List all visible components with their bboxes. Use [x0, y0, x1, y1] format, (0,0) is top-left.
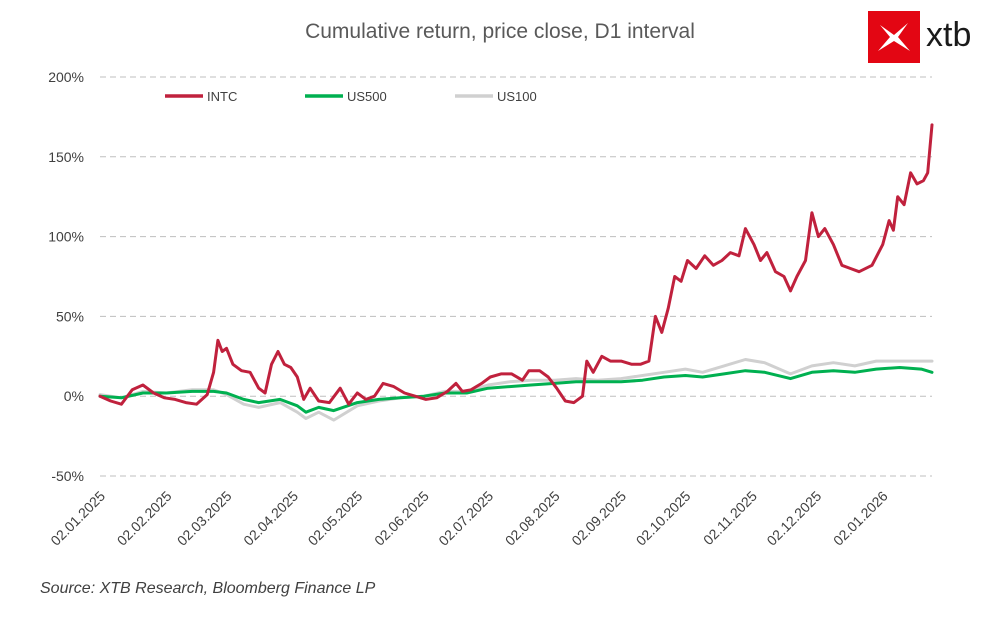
y-tick-label: 100% [48, 229, 84, 245]
x-tick-label: 02.10.2025 [633, 488, 694, 549]
legend-label-us100: US100 [497, 89, 537, 104]
x-axis-ticks: 02.01.2025 02.02.2025 02.03.2025 02.04.2025… [47, 488, 891, 549]
x-tick-label: 02.08.2025 [502, 488, 563, 549]
chart-title: Cumulative return, price close, D1 inter… [305, 20, 695, 43]
gridlines [100, 76, 932, 477]
xtb-logo-text: xtb [926, 16, 972, 54]
y-tick-label: -50% [51, 468, 84, 484]
source-note: Source: XTB Research, Bloomberg Finance … [40, 580, 376, 597]
xtb-logo-mark [868, 11, 920, 63]
y-tick-label: 0% [64, 388, 84, 404]
x-tick-label: 02.05.2025 [305, 488, 366, 549]
series-line-us500 [98, 366, 934, 414]
y-tick-label: 200% [48, 69, 84, 85]
legend: INTC US500 US100 [165, 89, 537, 104]
x-tick-label: 02.01.2025 [47, 488, 108, 549]
x-tick-label: 02.06.2025 [371, 488, 432, 549]
y-axis-ticks: -50% 0% 50% 100% 150% 200% [48, 69, 84, 484]
x-tick-label: 02.09.2025 [568, 488, 629, 549]
x-tick-label: 02.11.2025 [700, 488, 760, 548]
legend-label-us500: US500 [347, 89, 387, 104]
legend-label-intc: INTC [207, 89, 237, 104]
series-lines [98, 123, 934, 422]
x-tick-label: 02.07.2025 [435, 488, 496, 549]
series-line-us100 [98, 358, 934, 422]
x-tick-label: 02.02.2025 [114, 488, 175, 549]
x-tick-label: 02.12.2025 [763, 488, 824, 549]
series-line-intc [98, 123, 934, 406]
y-tick-label: 50% [56, 308, 84, 324]
xtb-x-icon [878, 23, 910, 51]
x-tick-label: 02.01.2026 [830, 488, 891, 549]
x-tick-label: 02.04.2025 [240, 488, 301, 549]
x-tick-label: 02.03.2025 [174, 488, 235, 549]
y-tick-label: 150% [48, 149, 84, 165]
xtb-logo: xtb [868, 11, 978, 63]
